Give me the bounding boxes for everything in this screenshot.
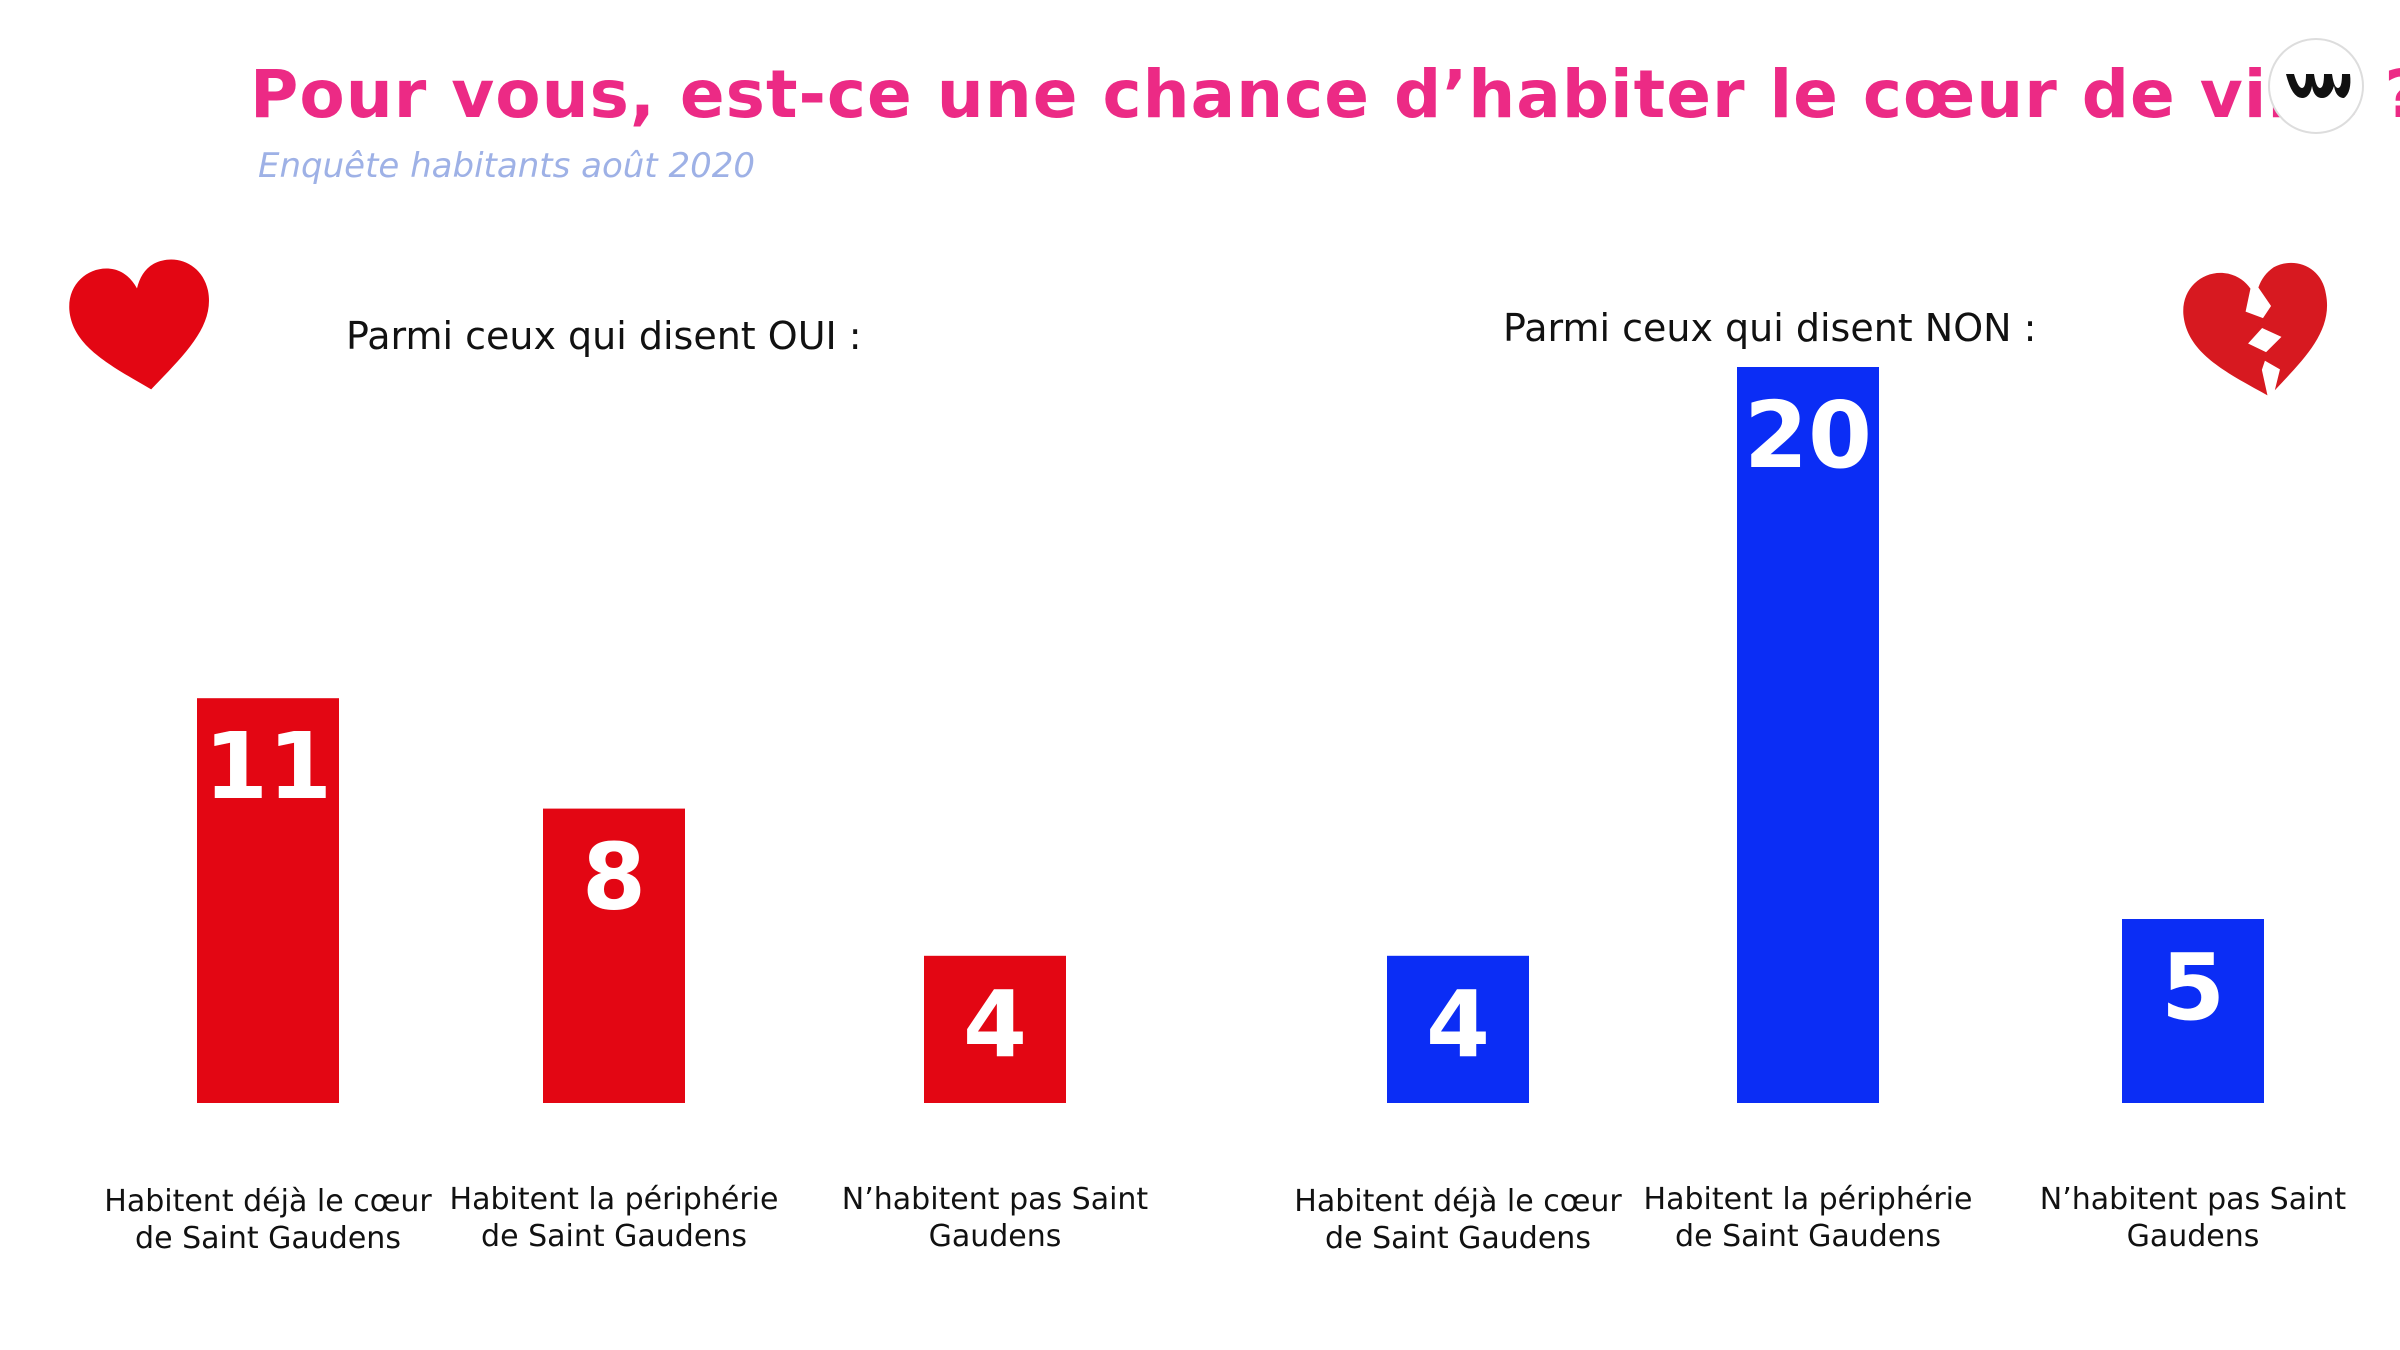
page-title: Pour vous, est-ce une chance d’habiter l… (250, 56, 2400, 133)
broken-heart-icon (2176, 250, 2340, 410)
bar-oui-1 (197, 698, 339, 1103)
data-label-oui-2: 8 (582, 824, 646, 931)
oui-group-heading: Parmi ceux qui disent OUI : (346, 314, 862, 358)
bar-oui-3 (924, 955, 1066, 1103)
data-label-non-3: 5 (2161, 934, 2225, 1041)
data-label-oui-1: 11 (204, 713, 332, 820)
category-label-non-1: Habitent déjà le cœur de Saint Gaudens (1294, 1184, 1622, 1256)
bar-oui-2 (543, 808, 685, 1103)
brand-logo-icon (2268, 38, 2364, 134)
category-label-oui-1: Habitent déjà le cœur de Saint Gaudens (104, 1184, 432, 1256)
data-label-non-1: 4 (1426, 971, 1490, 1078)
category-label-oui-3: N’habitent pas Saint Gaudens (841, 1182, 1149, 1254)
data-label-non-2: 20 (1744, 382, 1872, 489)
category-label-oui-2: Habitent la périphérie de Saint Gaudens (449, 1182, 779, 1254)
bar-non-3 (2122, 919, 2264, 1103)
page-subtitle: Enquête habitants août 2020 (258, 146, 755, 186)
category-label-non-3: N’habitent pas Saint Gaudens (2039, 1182, 2347, 1254)
heart-icon (64, 250, 220, 402)
bar-non-1 (1387, 955, 1529, 1103)
bar-non-2 (1737, 367, 1879, 1103)
category-label-non-2: Habitent la périphérie de Saint Gaudens (1643, 1182, 1973, 1254)
non-group-heading: Parmi ceux qui disent NON : (1503, 306, 2037, 350)
data-label-oui-3: 4 (963, 971, 1027, 1078)
